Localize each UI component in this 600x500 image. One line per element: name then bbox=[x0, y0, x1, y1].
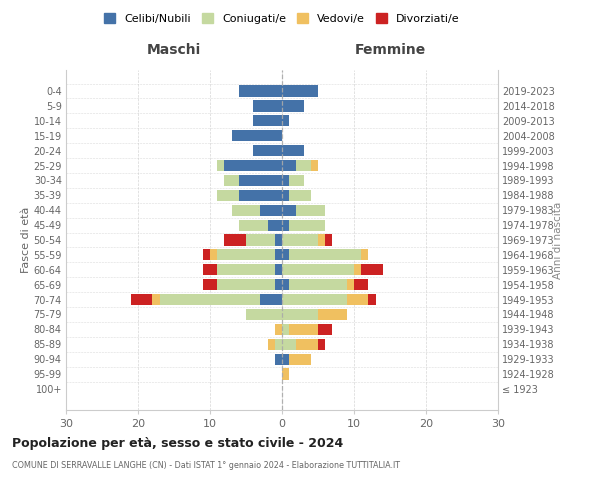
Bar bbox=[253, 145, 282, 156]
Bar bbox=[246, 234, 275, 246]
Bar bbox=[260, 204, 282, 216]
Bar bbox=[282, 279, 289, 290]
Bar bbox=[282, 324, 289, 335]
Bar bbox=[318, 309, 347, 320]
Bar bbox=[239, 175, 282, 186]
Bar bbox=[282, 220, 289, 230]
Bar bbox=[275, 338, 282, 350]
Bar bbox=[282, 309, 318, 320]
Bar bbox=[253, 115, 282, 126]
Bar bbox=[282, 100, 304, 112]
Bar bbox=[296, 160, 311, 171]
Bar bbox=[368, 294, 376, 305]
Bar bbox=[232, 130, 282, 141]
Bar bbox=[217, 264, 275, 276]
Bar bbox=[282, 294, 347, 305]
Bar bbox=[275, 264, 282, 276]
Bar bbox=[224, 234, 246, 246]
Text: COMUNE DI SERRAVALLE LANGHE (CN) - Dati ISTAT 1° gennaio 2024 - Elaborazione TUT: COMUNE DI SERRAVALLE LANGHE (CN) - Dati … bbox=[12, 460, 400, 469]
Bar bbox=[203, 279, 217, 290]
Legend: Celibi/Nubili, Coniugati/e, Vedovi/e, Divorziati/e: Celibi/Nubili, Coniugati/e, Vedovi/e, Di… bbox=[104, 13, 460, 24]
Bar bbox=[289, 175, 304, 186]
Bar bbox=[289, 250, 361, 260]
Bar bbox=[224, 160, 282, 171]
Bar bbox=[152, 294, 160, 305]
Bar bbox=[289, 324, 318, 335]
Bar bbox=[289, 279, 347, 290]
Bar bbox=[311, 160, 318, 171]
Y-axis label: Anni di nascita: Anni di nascita bbox=[553, 202, 563, 278]
Bar bbox=[296, 338, 318, 350]
Bar bbox=[253, 100, 282, 112]
Bar bbox=[361, 264, 383, 276]
Bar bbox=[239, 190, 282, 201]
Bar bbox=[282, 115, 289, 126]
Bar bbox=[131, 294, 152, 305]
Bar bbox=[282, 86, 318, 96]
Bar bbox=[347, 294, 368, 305]
Bar bbox=[282, 250, 289, 260]
Bar bbox=[268, 220, 282, 230]
Bar bbox=[347, 279, 354, 290]
Bar bbox=[354, 264, 361, 276]
Bar bbox=[289, 354, 311, 365]
Bar bbox=[282, 338, 296, 350]
Bar bbox=[268, 338, 275, 350]
Bar bbox=[217, 250, 275, 260]
Bar bbox=[275, 324, 282, 335]
Text: Maschi: Maschi bbox=[147, 44, 201, 58]
Bar bbox=[318, 338, 325, 350]
Bar bbox=[282, 160, 296, 171]
Bar bbox=[224, 175, 239, 186]
Bar bbox=[246, 309, 282, 320]
Bar bbox=[239, 220, 268, 230]
Bar bbox=[217, 190, 239, 201]
Text: Femmine: Femmine bbox=[355, 44, 425, 58]
Bar bbox=[203, 264, 217, 276]
Bar bbox=[275, 354, 282, 365]
Bar bbox=[289, 220, 325, 230]
Bar bbox=[232, 204, 260, 216]
Bar bbox=[282, 354, 289, 365]
Text: Popolazione per età, sesso e stato civile - 2024: Popolazione per età, sesso e stato civil… bbox=[12, 438, 343, 450]
Bar bbox=[318, 324, 332, 335]
Bar bbox=[289, 190, 311, 201]
Bar bbox=[325, 234, 332, 246]
Bar bbox=[260, 294, 282, 305]
Bar bbox=[217, 279, 275, 290]
Bar bbox=[282, 175, 289, 186]
Bar bbox=[282, 264, 354, 276]
Bar bbox=[275, 279, 282, 290]
Bar bbox=[210, 250, 217, 260]
Bar bbox=[296, 204, 325, 216]
Bar bbox=[282, 204, 296, 216]
Bar bbox=[275, 234, 282, 246]
Bar bbox=[282, 234, 318, 246]
Bar bbox=[282, 145, 304, 156]
Bar bbox=[203, 250, 210, 260]
Bar bbox=[217, 160, 224, 171]
Bar bbox=[354, 279, 368, 290]
Bar bbox=[282, 368, 289, 380]
Bar bbox=[318, 234, 325, 246]
Bar bbox=[361, 250, 368, 260]
Bar bbox=[239, 86, 282, 96]
Bar bbox=[275, 250, 282, 260]
Y-axis label: Fasce di età: Fasce di età bbox=[20, 207, 31, 273]
Bar bbox=[282, 190, 289, 201]
Bar bbox=[160, 294, 260, 305]
